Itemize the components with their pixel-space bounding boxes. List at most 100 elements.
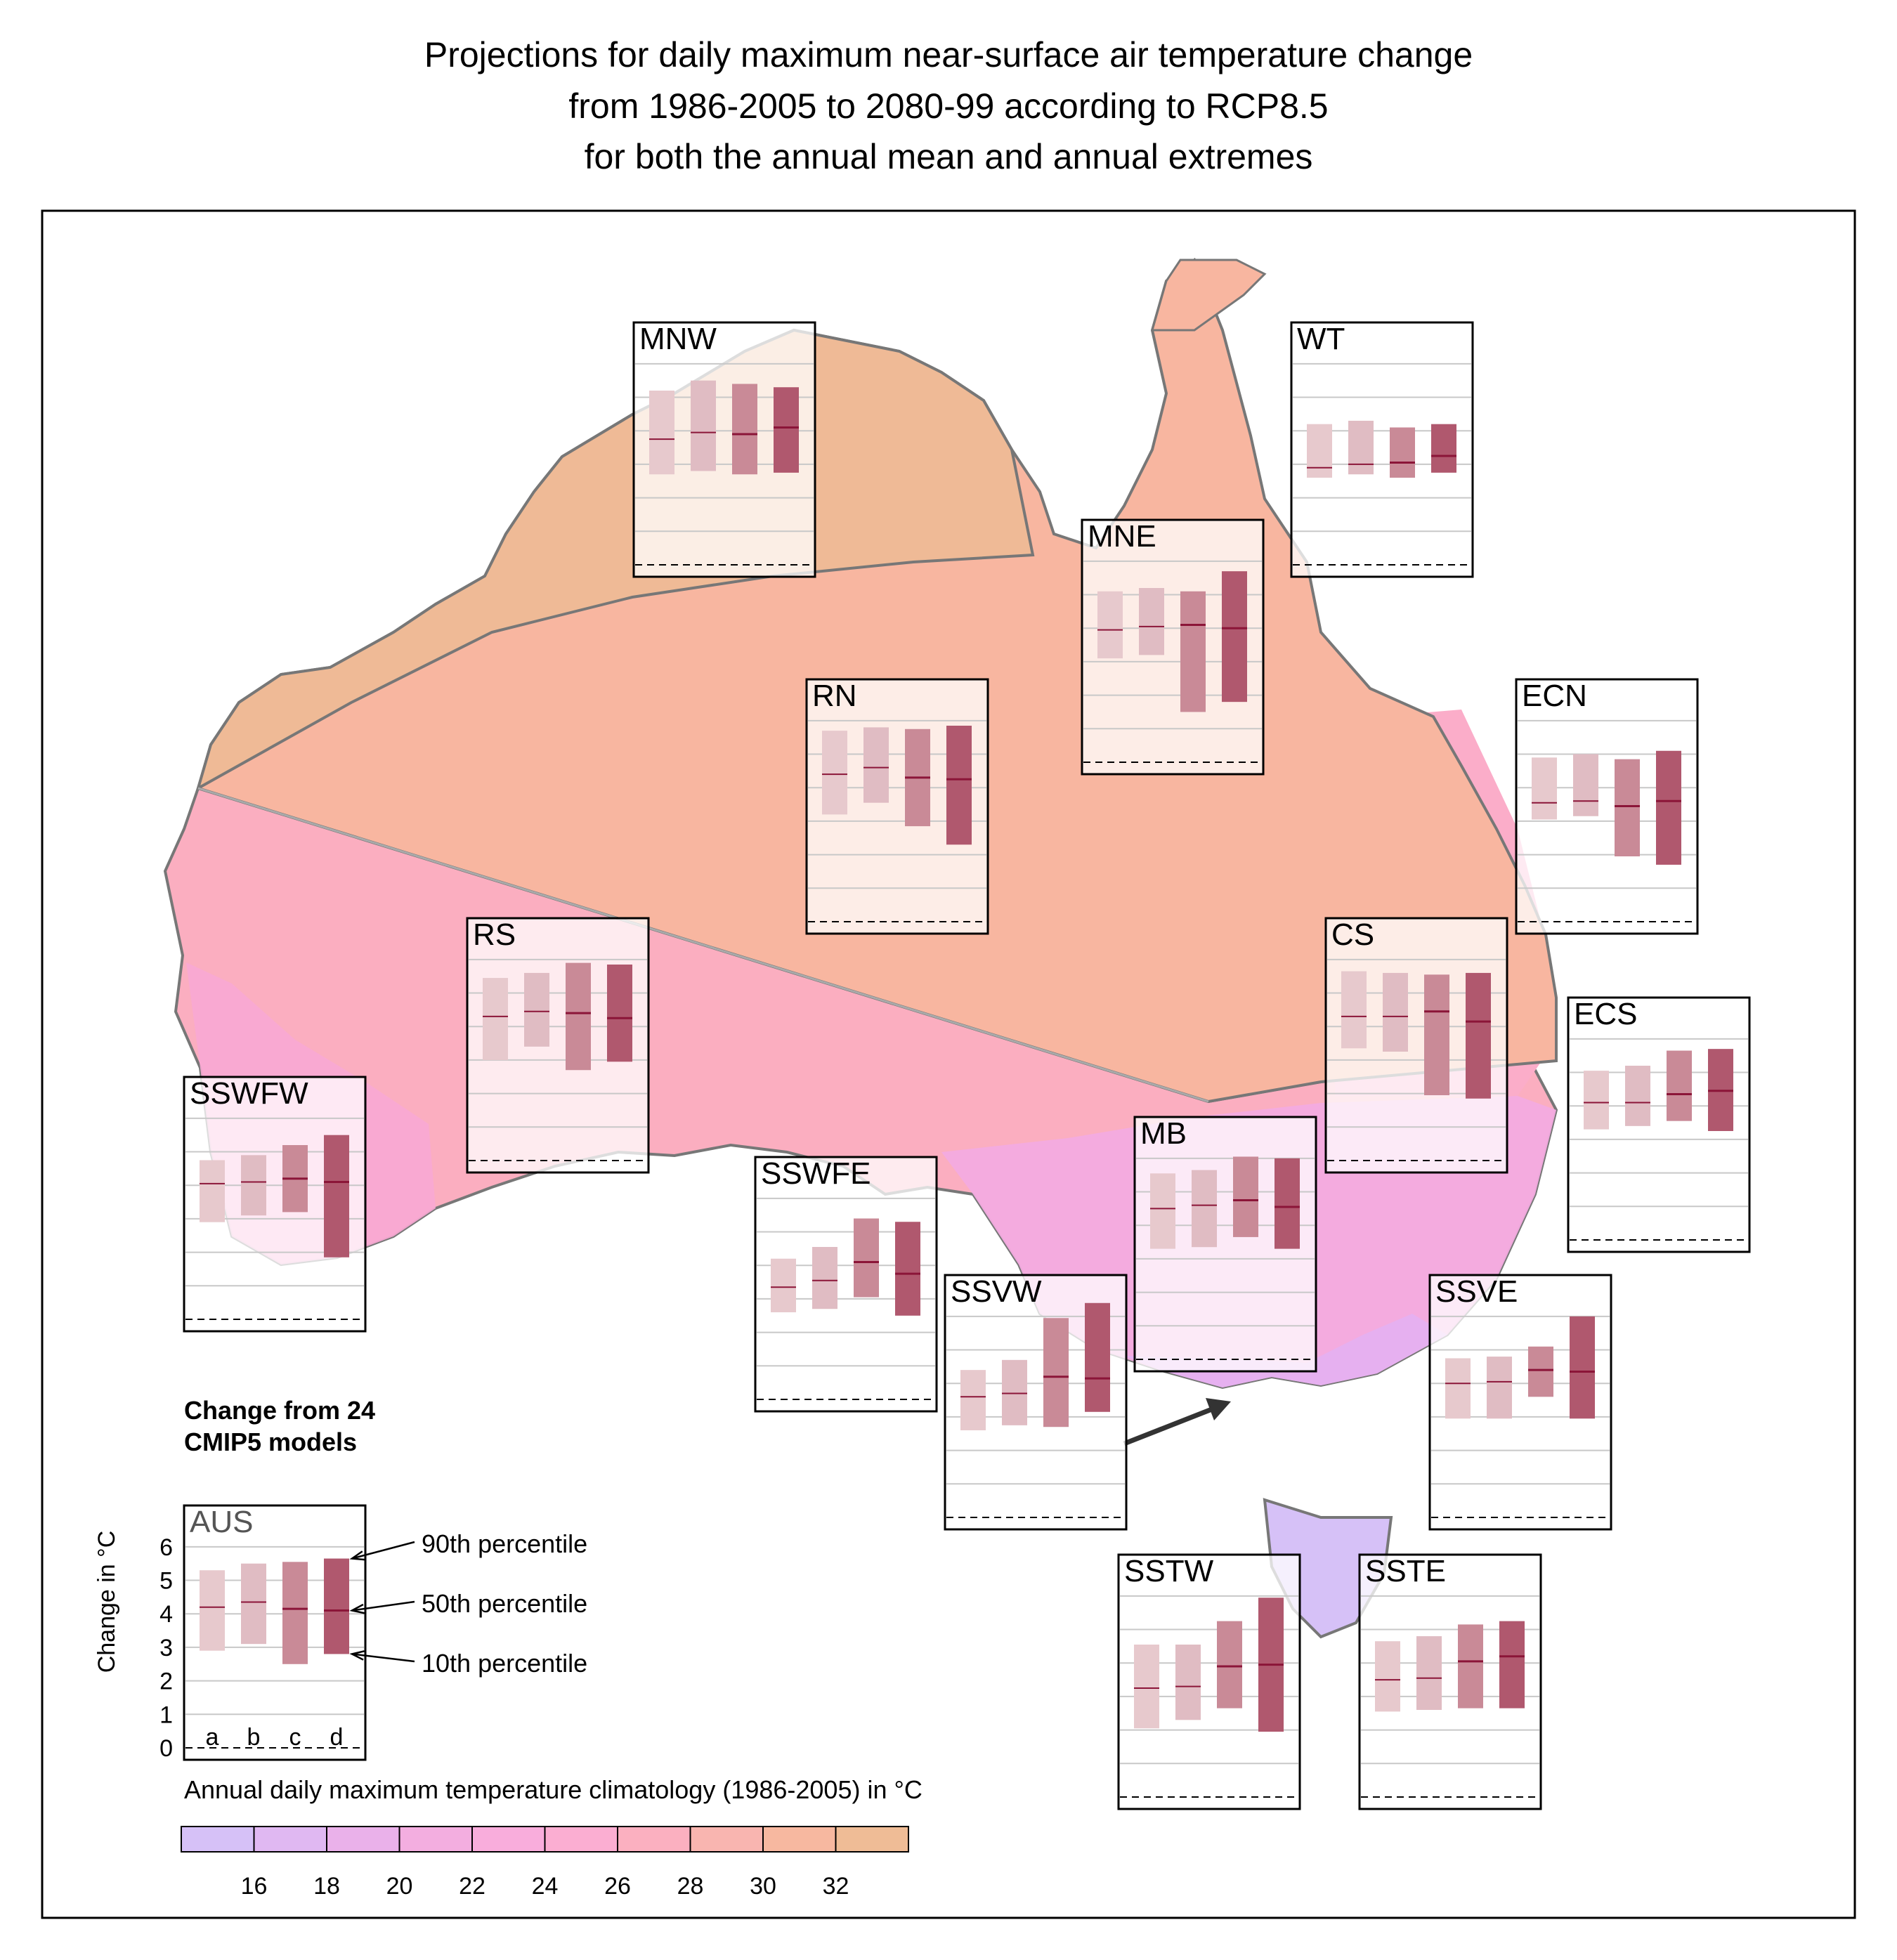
- bar-c: [732, 384, 757, 475]
- region-label: MB: [1140, 1116, 1187, 1151]
- ytick-label: 2: [159, 1668, 173, 1695]
- region-label: WT: [1297, 322, 1345, 356]
- bar-b: [1139, 588, 1164, 655]
- region-panels: AUS 0 1 2 3 4 5 6 a b c d MNW WT MNE RN ECN CS ECS RS SSWFW S…: [159, 321, 1751, 1810]
- bar-c: [1424, 974, 1449, 1095]
- bar-a: [1445, 1358, 1471, 1419]
- bar-b: [1383, 972, 1408, 1052]
- bar-letter: b: [247, 1724, 261, 1751]
- bar-a: [483, 978, 508, 1060]
- bar-b: [1348, 420, 1374, 475]
- bar-b: [241, 1563, 266, 1645]
- bar-b: [1192, 1170, 1217, 1248]
- bar-a: [822, 731, 847, 815]
- panel-sstw: SSTW: [1117, 1553, 1301, 1810]
- bar-c: [1667, 1050, 1692, 1121]
- bar-a: [1375, 1641, 1400, 1712]
- bar-d: [324, 1135, 349, 1257]
- title-line-1: Projections for daily maximum near-surfa…: [424, 35, 1473, 74]
- colorbar-tick-label: 16: [241, 1873, 268, 1900]
- colorbar-tick-label: 30: [750, 1873, 776, 1900]
- legend-heading-line-2: CMIP5 models: [184, 1427, 357, 1456]
- colorbar-tick-label: 32: [823, 1873, 849, 1900]
- region-label: SSTW: [1124, 1554, 1214, 1588]
- region-label: ECN: [1522, 679, 1587, 713]
- panel-ssvw: SSVW: [944, 1274, 1128, 1531]
- colorbar-cell: [398, 1826, 473, 1853]
- colorbar-tick-label: 18: [313, 1873, 340, 1900]
- region-label: AUS: [190, 1505, 253, 1539]
- region-label: SSWFE: [761, 1156, 871, 1191]
- panel-ecn: ECN: [1515, 678, 1699, 935]
- region-label: RS: [473, 917, 516, 952]
- bar-b: [1487, 1357, 1512, 1419]
- panel-mnw: MNW: [632, 321, 816, 578]
- panel-wt: WT: [1290, 321, 1474, 578]
- legend-pointer-head: [349, 1603, 365, 1614]
- bar-d: [324, 1558, 349, 1654]
- bar-c: [854, 1218, 879, 1298]
- region-label: RN: [812, 679, 857, 713]
- legend-pointer: [351, 1653, 415, 1663]
- region-label: SSVW: [951, 1274, 1042, 1309]
- bar-c: [1043, 1318, 1069, 1427]
- bar-a: [1097, 591, 1123, 659]
- bar-d: [607, 965, 632, 1062]
- bar-b: [1573, 754, 1598, 816]
- bar-letter: a: [206, 1724, 219, 1751]
- title-line-3: for both the annual mean and annual extr…: [585, 137, 1313, 176]
- bar-d: [1570, 1316, 1595, 1419]
- panel-aus: AUS 0 1 2 3 4 5 6 a b c d: [159, 1504, 367, 1762]
- bar-d: [895, 1222, 920, 1316]
- legend-pointer: [351, 1541, 415, 1560]
- bar-c: [1615, 759, 1640, 856]
- panel-ssve: SSVE: [1428, 1274, 1612, 1531]
- bar-a: [1341, 971, 1367, 1049]
- bar-b: [524, 972, 549, 1047]
- colorbar-cell: [617, 1826, 691, 1853]
- colorbar-cell: [835, 1826, 909, 1853]
- ytick-label: 0: [159, 1735, 173, 1762]
- title-line-2: from 1986-2005 to 2080-99 according to R…: [568, 86, 1328, 126]
- bar-c: [282, 1562, 308, 1664]
- bar-d: [1222, 571, 1247, 703]
- region-label: MNE: [1088, 519, 1156, 554]
- region-label: SSTE: [1365, 1554, 1446, 1588]
- bar-c: [1458, 1624, 1483, 1709]
- bar-a: [200, 1570, 225, 1651]
- bar-d: [1275, 1158, 1300, 1249]
- panel-ecs: ECS: [1567, 996, 1751, 1253]
- bar-b: [241, 1155, 266, 1216]
- bar-a: [1307, 424, 1332, 478]
- bar-d: [1085, 1302, 1110, 1412]
- legend-heading-line-1: Change from 24: [184, 1396, 375, 1425]
- ytick-label: 4: [159, 1601, 173, 1628]
- colorbar-cell: [471, 1826, 546, 1853]
- bar-c: [1217, 1621, 1242, 1709]
- colorbar-cell: [326, 1826, 400, 1853]
- colorbar-cell: [253, 1826, 327, 1853]
- colorbar-label: Annual daily maximum temperature climato…: [184, 1775, 923, 1804]
- bar-b: [691, 380, 716, 471]
- region-cape-york-fill: [1151, 259, 1267, 332]
- bar-c: [1180, 591, 1206, 712]
- bar-b: [1625, 1066, 1650, 1126]
- panel-cs: CS: [1324, 917, 1508, 1174]
- bar-d: [1499, 1621, 1525, 1709]
- bar-a: [649, 391, 674, 475]
- bar-a: [1134, 1645, 1159, 1729]
- bar-b: [863, 727, 889, 803]
- ytick-label: 3: [159, 1635, 173, 1661]
- panel-sswfw: SSWFW: [183, 1076, 367, 1333]
- pointer-arrow: [1123, 1398, 1231, 1446]
- bar-c: [566, 962, 591, 1071]
- bar-c: [1233, 1156, 1258, 1237]
- panel-rs: RS: [466, 917, 650, 1174]
- bar-b: [812, 1247, 837, 1309]
- region-label: MNW: [639, 322, 717, 356]
- panel-mb: MB: [1133, 1116, 1317, 1373]
- colorbar-cell: [544, 1826, 618, 1853]
- colorbar-tick-label: 22: [459, 1873, 485, 1900]
- colorbar: 16 18 20 22 24 26 28 30 32: [181, 1826, 909, 1900]
